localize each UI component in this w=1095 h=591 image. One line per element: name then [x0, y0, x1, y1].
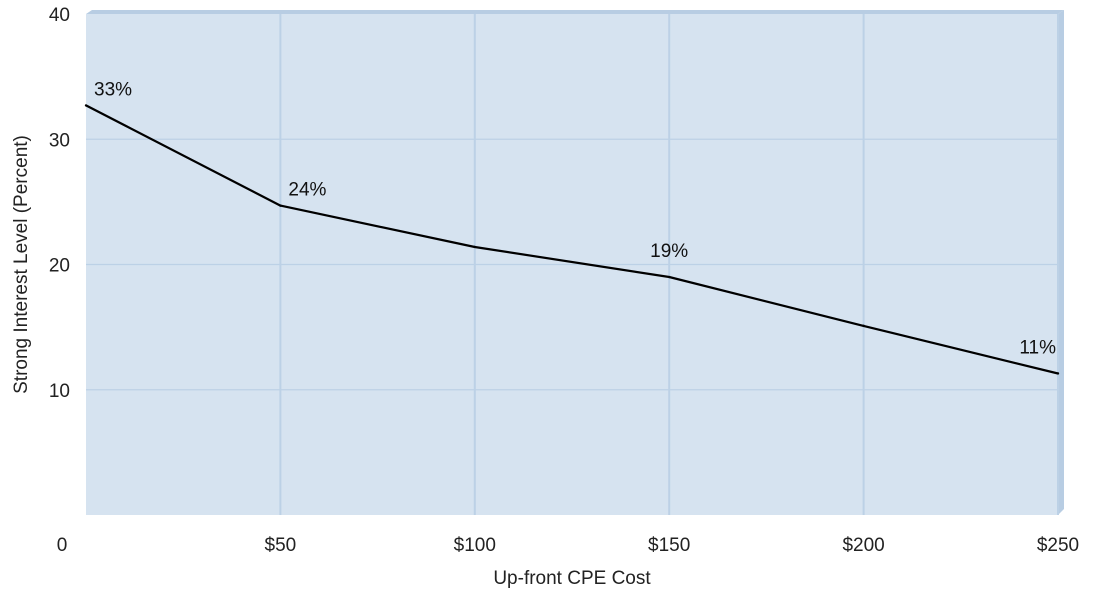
data-point — [668, 275, 671, 279]
y-tick-label: 20 — [49, 256, 70, 277]
plot-top-edge — [86, 10, 1064, 14]
y-tick-label: 30 — [49, 130, 70, 151]
data-label: 33% — [94, 79, 132, 100]
series-group — [84, 104, 1060, 375]
x-tick-label: $100 — [454, 535, 496, 556]
data-point — [1056, 372, 1060, 375]
data-point — [279, 204, 282, 207]
y-tick-label: 40 — [49, 5, 70, 26]
data-point — [473, 245, 476, 249]
y-axis-ticks: 10 20 30 40 — [49, 5, 70, 402]
data-labels: 33% 24% 19% 11% — [94, 79, 1056, 358]
plot-right-edge — [1058, 10, 1064, 515]
y-axis-title: Strong Interest Level (Percent) — [11, 135, 32, 394]
x-tick-label: $150 — [648, 535, 690, 556]
x-axis-title: Up-front CPE Cost — [493, 568, 651, 589]
data-label: 11% — [1019, 337, 1056, 358]
x-axis-ticks: 0 $50 $100 $150 $200 $250 — [57, 535, 1079, 556]
x-tick-label: $50 — [265, 535, 297, 556]
x-tick-label: $200 — [842, 535, 884, 556]
y-tick-label: 10 — [49, 381, 70, 402]
series-line — [85, 104, 1059, 375]
x-tick-label: $250 — [1037, 535, 1079, 556]
data-point — [862, 324, 865, 328]
data-label: 24% — [288, 180, 326, 201]
data-point — [84, 104, 88, 107]
origin-label: 0 — [57, 535, 68, 556]
data-label: 19% — [650, 241, 688, 262]
gridlines — [86, 14, 1059, 515]
